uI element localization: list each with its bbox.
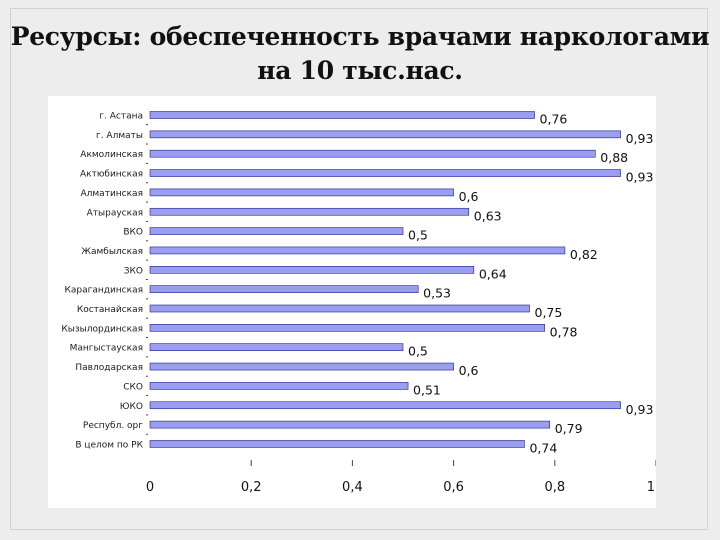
category-label: Жамбылская — [81, 247, 143, 257]
category-label: Алматинская — [80, 189, 143, 199]
category-label: Актюбинская — [80, 170, 143, 180]
value-label: 0,74 — [529, 440, 557, 455]
bar — [149, 246, 566, 255]
category-label: Мангыстауская — [70, 344, 143, 354]
bar — [149, 304, 530, 313]
category-label: Костанайская — [77, 305, 143, 315]
value-label: 0,63 — [474, 208, 502, 223]
x-tick-label: 0,8 — [544, 480, 565, 495]
value-label: 0,64 — [479, 266, 507, 281]
bar — [149, 207, 470, 216]
bars-layer — [149, 111, 621, 448]
x-tick-label: 0,6 — [443, 480, 464, 495]
slide-frame — [10, 8, 708, 530]
value-label: 0,76 — [540, 112, 568, 127]
value-label: 0,75 — [535, 305, 563, 320]
category-label: Павлодарская — [75, 363, 143, 373]
bar — [149, 227, 404, 235]
x-tick-label: 0 — [146, 480, 154, 495]
bar — [149, 266, 475, 274]
value-label: 0,82 — [570, 247, 598, 262]
bar — [149, 420, 551, 429]
value-label: 0,93 — [626, 131, 654, 146]
category-label: г. Алматы — [96, 131, 143, 141]
value-label: 0,51 — [413, 382, 441, 397]
value-label: 0,88 — [600, 150, 628, 165]
bar — [149, 285, 419, 293]
value-label: 0,79 — [555, 421, 583, 436]
bar — [149, 440, 525, 448]
bar — [149, 324, 545, 332]
bar — [149, 362, 454, 371]
bar — [149, 188, 454, 197]
slide-title: Ресурсы: обеспеченность врачами нарколог… — [0, 20, 720, 88]
value-label: 0,5 — [408, 344, 428, 359]
bar — [149, 111, 535, 119]
category-label: ЗКО — [124, 266, 143, 276]
category-label: ЮКО — [120, 402, 143, 412]
bar — [149, 343, 404, 351]
x-tick-label: 1 — [647, 480, 655, 495]
bar — [149, 130, 621, 139]
category-label: Кызылординская — [61, 324, 143, 334]
value-label: 0,93 — [626, 170, 654, 185]
category-label: СКО — [123, 382, 143, 392]
value-label: 0,5 — [408, 228, 428, 243]
bar — [149, 169, 621, 177]
category-label: Акмолинская — [80, 150, 143, 160]
bar-chart: г. Астана г. Алматы Акмолинская Актюбинская… — [61, 111, 657, 495]
category-label: ВКО — [123, 228, 143, 238]
value-label: 0,78 — [550, 324, 578, 339]
title-line-1: Ресурсы: обеспеченность врачами нарколог… — [10, 22, 710, 51]
bar — [149, 382, 409, 390]
chart-area: г. Астана г. Алматы Акмолинская Актюбинская… — [48, 96, 657, 508]
category-label: В целом по РК — [75, 440, 143, 450]
category-label: Республ. орг — [83, 421, 143, 431]
category-label: Атырауская — [87, 208, 143, 218]
category-label: Карагандинская — [64, 286, 143, 296]
category-labels-layer: г. Астана г. Алматы Акмолинская Актюбинская… — [61, 112, 143, 451]
bar — [149, 149, 596, 158]
value-labels-layer: 0,76 0,93 0,88 0,93 0,6 0,63 0,5 0,82 0,64 0,53 0,… — [408, 112, 653, 456]
title-line-2: на 10 тыс.нас. — [257, 56, 463, 85]
bar — [149, 401, 621, 410]
value-label: 0,93 — [626, 402, 654, 417]
category-label: г. Астана — [99, 112, 143, 122]
x-tick-label: 0,4 — [342, 480, 363, 495]
value-label: 0,6 — [459, 363, 479, 378]
value-label: 0,53 — [423, 286, 451, 301]
value-label: 0,6 — [459, 189, 479, 204]
x-tick-label: 0,2 — [241, 480, 262, 495]
